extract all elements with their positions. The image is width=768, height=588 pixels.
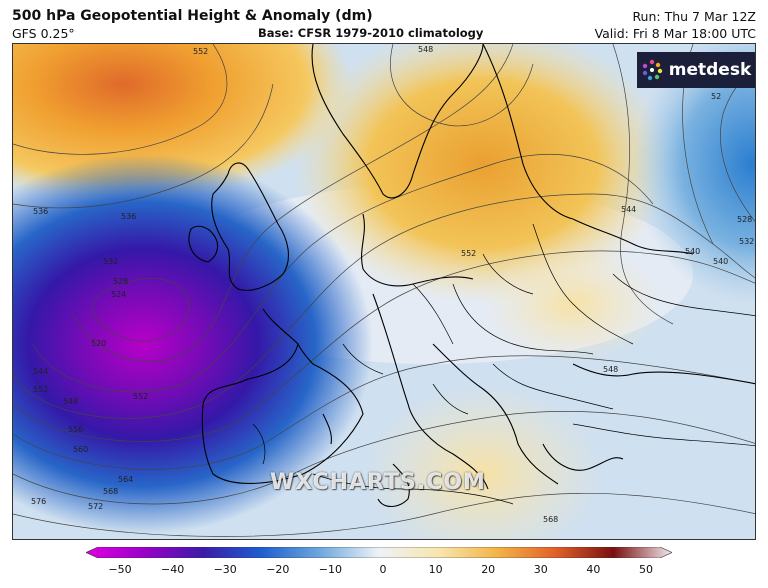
valid-time-label: Valid: Fri 8 Mar 18:00 UTC <box>594 26 756 41</box>
colorbar-tick-label: 10 <box>428 563 443 576</box>
height-contours <box>13 44 755 537</box>
warm-anomaly-northeast <box>293 44 673 304</box>
colorbar-tick-label: −50 <box>108 563 132 576</box>
metdesk-logo-text: metdesk <box>668 60 752 80</box>
contour-label: 540 <box>685 247 700 256</box>
contour-label: 552 <box>461 249 476 258</box>
wxcharts-watermark: WXCHARTS.COM <box>270 470 486 495</box>
colorbar-tick-label: −30 <box>213 563 237 576</box>
colorbar-tick-label: −10 <box>318 563 342 576</box>
contour-label: 552 <box>193 47 208 56</box>
contour-label: 540 <box>713 257 728 266</box>
map-title: 500 hPa Geopotential Height & Anomaly (d… <box>12 8 373 24</box>
climatology-base-label: Base: CFSR 1979-2010 climatology <box>258 26 484 40</box>
contour-label: 532 <box>103 257 118 266</box>
colorbar-tick-label: −20 <box>266 563 290 576</box>
map-svg: 552 548 544 540 536 532 528 524 520 552 … <box>13 44 755 539</box>
metdesk-pinwheel-icon <box>642 59 662 81</box>
contour-label: 568 <box>103 487 118 496</box>
contour-label: 572 <box>88 502 103 511</box>
contour-label: 536 <box>121 212 136 221</box>
contour-label: 544 <box>621 205 636 214</box>
contour-label: 556 <box>68 425 83 434</box>
contour-label: 548 <box>63 397 78 406</box>
colorbar-tick-label: 0 <box>379 563 387 576</box>
anomaly-map: 552 548 544 540 536 532 528 524 520 552 … <box>12 43 756 540</box>
contour-label: 52 <box>711 92 721 101</box>
contour-label: 536 <box>33 207 48 216</box>
contour-label: 548 <box>603 365 618 374</box>
contour-labels: 552 548 544 540 536 532 528 524 520 552 … <box>31 45 754 524</box>
contour-label: 524 <box>111 290 126 299</box>
model-label: GFS 0.25° <box>12 26 75 41</box>
contour-label: 564 <box>118 475 133 484</box>
metdesk-logo: metdesk <box>637 52 755 88</box>
contour-label: 544 <box>33 367 48 376</box>
contour-label: 528 <box>113 277 128 286</box>
colorbar-tick-label: 30 <box>533 563 548 576</box>
colorbar-tick-label: 40 <box>586 563 601 576</box>
contour-label: 528 <box>737 215 752 224</box>
contour-label: 548 <box>418 45 433 54</box>
contour-label: 552 <box>133 392 148 401</box>
country-borders <box>252 223 755 505</box>
contour-label: 520 <box>91 339 106 348</box>
colorbar-tick-label: −40 <box>160 563 185 576</box>
colorbar-tick-label: 50 <box>639 563 653 576</box>
contour-label: 576 <box>31 497 46 506</box>
anomaly-colorbar <box>86 547 672 558</box>
contour-label: 552 <box>33 385 48 394</box>
coastlines <box>188 44 755 508</box>
pale-warm-south <box>363 384 603 539</box>
colorbar-tick-label: 20 <box>481 563 496 576</box>
contour-label: 532 <box>739 237 754 246</box>
contour-label: 568 <box>543 515 558 524</box>
contour-label: 560 <box>73 445 88 454</box>
run-time-label: Run: Thu 7 Mar 12Z <box>632 9 756 24</box>
